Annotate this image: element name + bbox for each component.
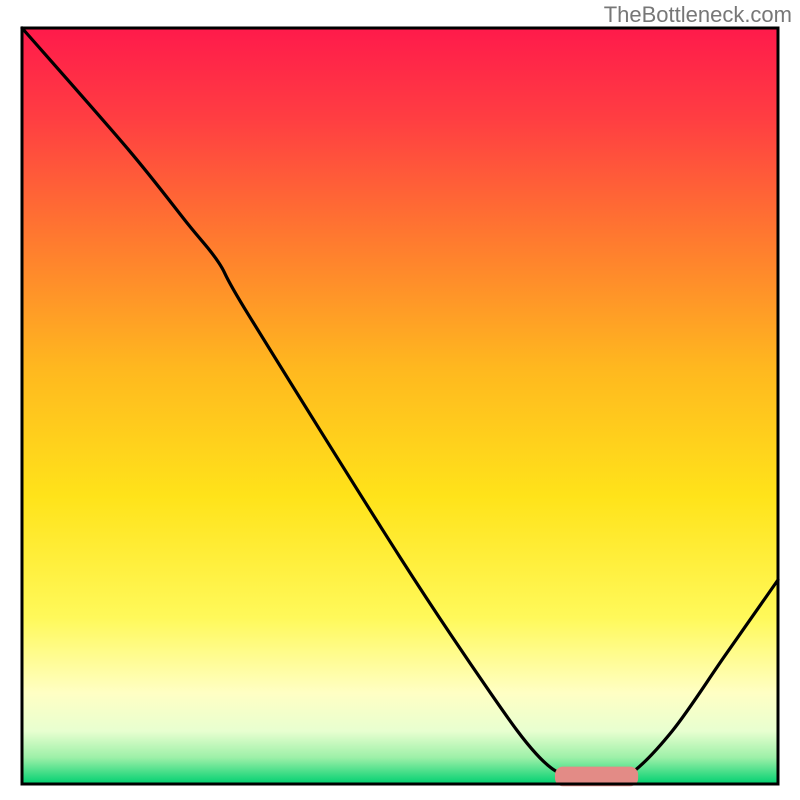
- watermark-text: TheBottleneck.com: [604, 2, 792, 28]
- gradient-plot-area: [22, 28, 778, 784]
- chart-container: { "watermark": "TheBottleneck.com", "cha…: [0, 0, 800, 800]
- bottleneck-chart: [0, 0, 800, 800]
